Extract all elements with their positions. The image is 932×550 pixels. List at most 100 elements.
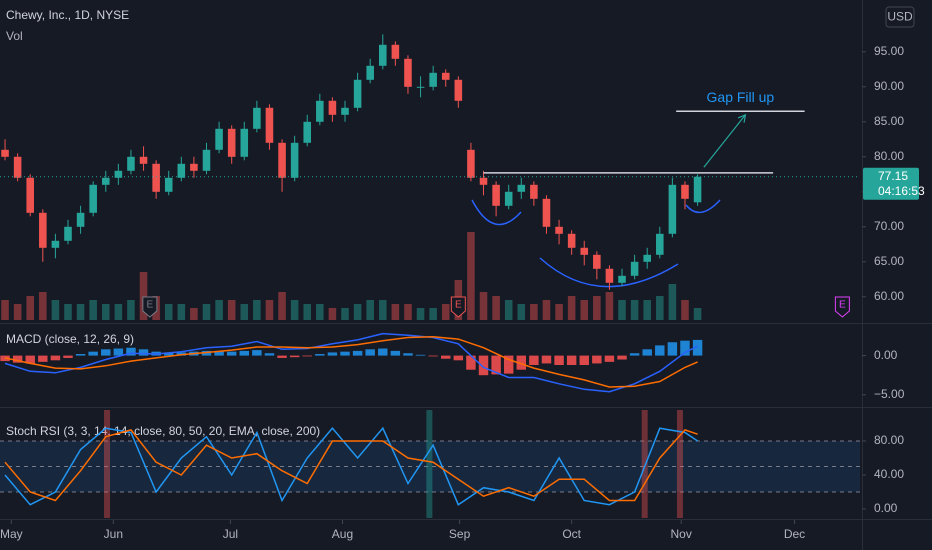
x-tick-label: Aug <box>332 527 353 541</box>
volume-bar <box>101 304 110 320</box>
volume-bar <box>290 300 299 320</box>
histogram-bar <box>428 355 438 357</box>
histogram-bar <box>352 350 363 356</box>
candle-body <box>366 65 374 80</box>
volume-bar <box>328 308 337 320</box>
candle-body <box>429 72 437 87</box>
volume-bar <box>215 300 223 320</box>
candle-body <box>1 149 9 157</box>
x-tick-label: Nov <box>671 527 692 541</box>
histogram-bar <box>478 355 489 376</box>
histogram-bar <box>655 345 665 356</box>
stoch-title: Stoch RSI (3, 3, 14, 14, close, 80, 50, … <box>6 424 320 438</box>
candle-body <box>139 156 148 164</box>
candle-body <box>467 149 475 178</box>
candle-body <box>555 226 563 234</box>
histogram-bar <box>453 355 464 361</box>
candle-body <box>441 72 450 80</box>
currency-box[interactable] <box>885 6 915 28</box>
pattern-arc <box>685 199 721 214</box>
x-tick-label: Sep <box>449 527 471 541</box>
histogram-bar <box>50 355 61 361</box>
histogram-bar <box>579 355 589 365</box>
histogram-bar <box>126 347 136 356</box>
signal-marker <box>641 410 648 518</box>
candle-body <box>26 177 34 213</box>
histogram-bar <box>302 355 312 357</box>
volume-bar <box>656 296 664 320</box>
candle-body <box>240 128 249 157</box>
volume-bar <box>366 300 374 320</box>
histogram-bar <box>604 355 615 362</box>
currency: USD <box>887 10 913 24</box>
volume-bar <box>643 300 651 320</box>
x-tick-label: Jun <box>104 527 123 541</box>
candle-body <box>227 128 236 157</box>
volume-bar <box>668 284 677 320</box>
volume-bar <box>517 304 526 320</box>
histogram-bar <box>327 352 338 356</box>
earnings-marker <box>142 296 158 318</box>
candle-body <box>492 184 500 206</box>
candle-body <box>593 254 601 269</box>
volume-bar <box>429 308 437 320</box>
volume-bar <box>202 304 211 320</box>
volume-bar <box>89 300 97 320</box>
candle-body <box>504 191 513 206</box>
candle-body <box>479 177 488 185</box>
histogram-bar <box>12 355 23 363</box>
volume-bar <box>567 296 576 320</box>
y-tick-label: 90.00 <box>874 79 904 93</box>
volume-bar <box>303 304 312 320</box>
candle-body <box>328 100 337 115</box>
candle-body <box>265 107 274 143</box>
histogram-bar <box>164 352 174 356</box>
histogram-bar <box>289 355 300 358</box>
volume-bar <box>190 308 198 320</box>
volume-label: Vol <box>6 29 23 43</box>
volume-bar <box>681 300 689 320</box>
histogram-bar <box>75 354 86 356</box>
volume-bar <box>114 304 123 320</box>
histogram-bar <box>441 355 451 359</box>
histogram-bar <box>554 355 564 365</box>
pattern-arc <box>471 199 522 226</box>
volume-bar <box>492 296 500 320</box>
volume-bar <box>253 300 261 320</box>
volume-bar <box>76 304 85 320</box>
candle-body <box>64 226 72 241</box>
indicator-line <box>4 426 699 506</box>
volume-bar <box>404 304 412 320</box>
candle-body <box>379 44 387 66</box>
histogram-bar <box>415 354 426 356</box>
candle-body <box>630 261 639 276</box>
earnings-label: E <box>839 300 846 311</box>
volume-bar <box>177 304 186 320</box>
candle-body <box>656 233 664 255</box>
indicator-line <box>4 429 698 502</box>
y-tick-label: 65.00 <box>874 254 904 268</box>
y-tick-label: 0.00 <box>874 348 898 362</box>
y-tick-label: 60.00 <box>874 289 904 303</box>
histogram-bar <box>692 339 703 356</box>
candle-body <box>51 240 60 248</box>
candle-body <box>605 268 614 283</box>
volume-bar <box>51 300 60 320</box>
x-tick-label: May <box>0 527 23 541</box>
candle-body <box>76 212 85 227</box>
y-tick-label: 95.00 <box>874 44 904 58</box>
y-tick-label: 70.00 <box>874 219 904 233</box>
volume-bar <box>316 304 324 320</box>
histogram-bar <box>239 350 249 356</box>
volume-bar <box>1 300 9 320</box>
y-tick-label: 80.00 <box>874 149 904 163</box>
signal-marker <box>676 410 683 518</box>
earnings-label: E <box>147 300 154 311</box>
volume-bar <box>391 304 400 320</box>
candle-body <box>127 156 135 171</box>
x-tick-label: Oct <box>562 527 581 541</box>
volume-bar <box>555 304 563 320</box>
candle-body <box>567 233 576 248</box>
volume-bar <box>278 292 286 320</box>
